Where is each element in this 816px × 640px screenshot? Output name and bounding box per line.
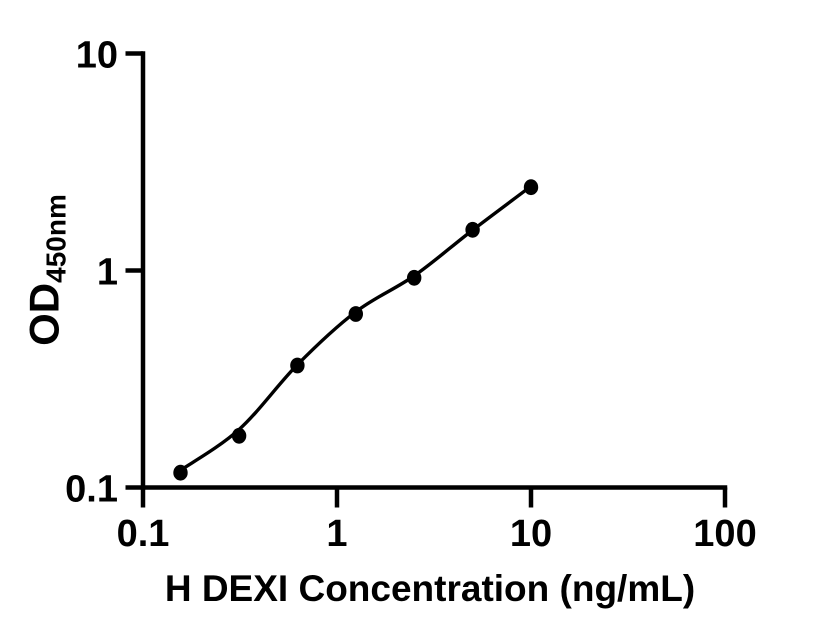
x-tick-label-1: 1 (326, 513, 347, 555)
y-tick-label-1: 1 (97, 252, 118, 294)
y-axis-title: OD450nm (20, 194, 72, 346)
x-tick-label-100: 100 (693, 513, 756, 555)
x-tick-label-10: 10 (510, 513, 552, 555)
y-tick-label-10: 10 (76, 35, 118, 77)
x-axis-title: H DEXI Concentration (ng/mL) (164, 568, 696, 609)
data-point-x-0.156 (173, 464, 188, 481)
data-point-x-1.25 (348, 306, 363, 322)
y-axis-title-main: OD (20, 282, 68, 346)
data-point-x-2.5 (407, 269, 422, 286)
data-point-x-0.625 (290, 357, 305, 374)
data-point-x-10 (523, 179, 539, 196)
data-point-x-5 (465, 221, 480, 238)
data-point-x-0.313 (231, 427, 247, 444)
y-axis-title-subscript: 450nm (40, 194, 72, 283)
y-tick-label-0.1: 0.1 (65, 469, 118, 511)
x-tick-label-0.1: 0.1 (117, 513, 170, 555)
